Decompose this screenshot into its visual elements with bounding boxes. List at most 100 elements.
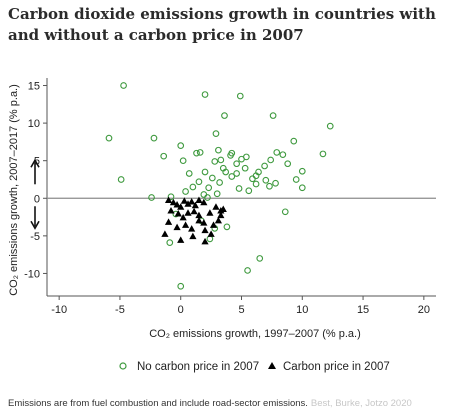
data-point-no-carbon-price bbox=[216, 179, 223, 186]
y-axis-label: CO₂ emissions growth, 2007–2017 (% p.a.) bbox=[8, 84, 20, 296]
data-point-no-carbon-price bbox=[290, 137, 298, 145]
data-point-no-carbon-price bbox=[269, 112, 277, 119]
x-tick-label: 20 bbox=[418, 304, 430, 316]
data-point-carbon-price bbox=[164, 218, 173, 225]
data-point-no-carbon-price bbox=[105, 134, 113, 142]
data-point-no-carbon-price bbox=[279, 151, 287, 159]
data-point-carbon-price bbox=[201, 226, 209, 234]
data-point-carbon-price bbox=[200, 198, 208, 206]
data-point-no-carbon-price bbox=[245, 187, 253, 195]
data-point-carbon-price bbox=[195, 216, 203, 224]
data-point-no-carbon-price bbox=[201, 168, 209, 176]
data-point-no-carbon-price bbox=[167, 193, 175, 201]
data-point-carbon-price bbox=[189, 232, 197, 240]
data-point-carbon-price bbox=[188, 198, 196, 205]
legend-marker-carbon-price bbox=[268, 362, 276, 369]
data-point-carbon-price bbox=[191, 201, 199, 209]
data-point-no-carbon-price bbox=[266, 182, 273, 190]
data-point-no-carbon-price bbox=[273, 149, 281, 156]
x-axis-label: CO₂ emissions growth, 1997–2007 (% p.a.) bbox=[149, 328, 361, 340]
data-point-no-carbon-price bbox=[200, 191, 208, 198]
data-point-no-carbon-price bbox=[185, 170, 193, 177]
data-point-no-carbon-price bbox=[196, 149, 204, 156]
data-point-carbon-price bbox=[212, 203, 220, 210]
x-tick-label: 10 bbox=[296, 304, 308, 316]
data-point-no-carbon-price bbox=[298, 184, 306, 192]
data-point-no-carbon-price bbox=[244, 267, 251, 274]
data-point-no-carbon-price bbox=[228, 173, 236, 180]
data-point-no-carbon-price bbox=[189, 183, 197, 191]
data-point-no-carbon-price bbox=[233, 170, 240, 177]
data-point-no-carbon-price bbox=[261, 162, 268, 170]
data-point-carbon-price bbox=[181, 221, 190, 228]
data-point-carbon-price bbox=[201, 237, 209, 245]
data-point-no-carbon-price bbox=[182, 188, 189, 195]
data-point-carbon-price bbox=[173, 201, 181, 208]
y-tick-label: 0 bbox=[34, 193, 40, 205]
data-point-no-carbon-price bbox=[272, 179, 279, 187]
data-point-no-carbon-price bbox=[252, 180, 260, 188]
data-point-no-carbon-price bbox=[221, 112, 228, 119]
x-tick-label: 5 bbox=[238, 304, 244, 316]
data-point-no-carbon-price bbox=[319, 150, 327, 158]
data-point-no-carbon-price bbox=[213, 190, 221, 198]
data-point-carbon-price bbox=[179, 213, 187, 221]
y-tick-label: 5 bbox=[34, 156, 40, 168]
y-tick-label: 10 bbox=[28, 118, 40, 130]
data-point-no-carbon-price bbox=[204, 194, 211, 201]
source-text: Emissions are from fuel combustion and i… bbox=[8, 398, 308, 409]
data-point-carbon-price bbox=[195, 211, 203, 219]
data-point-no-carbon-price bbox=[150, 134, 158, 142]
x-tick-label: -10 bbox=[51, 304, 67, 316]
data-point-no-carbon-price bbox=[267, 156, 275, 164]
data-point-carbon-price bbox=[219, 205, 227, 213]
data-point-carbon-price bbox=[167, 207, 175, 214]
data-point-carbon-price bbox=[177, 203, 185, 210]
data-point-no-carbon-price bbox=[179, 157, 187, 165]
data-point-no-carbon-price bbox=[205, 184, 213, 192]
data-point-no-carbon-price bbox=[249, 175, 256, 183]
x-tick-label: -5 bbox=[115, 304, 125, 316]
axes-layer: -10 -5 0 5 10 15 20 -10 -5 0 5 10 15 bbox=[24, 78, 436, 316]
data-point-no-carbon-price bbox=[236, 92, 244, 100]
data-point-no-carbon-price bbox=[201, 91, 209, 98]
data-point-no-carbon-price bbox=[215, 146, 222, 154]
data-point-carbon-price bbox=[161, 230, 169, 237]
data-point-no-carbon-price bbox=[195, 178, 203, 186]
data-point-carbon-price bbox=[190, 207, 198, 215]
data-point-carbon-price bbox=[173, 223, 181, 231]
data-point-no-carbon-price bbox=[222, 168, 230, 176]
data-point-carbon-price bbox=[174, 210, 182, 217]
data-point-no-carbon-price bbox=[117, 176, 125, 183]
data-point-no-carbon-price bbox=[233, 160, 240, 168]
data-point-carbon-price bbox=[214, 216, 223, 224]
scatter-chart: -10 -5 0 5 10 15 20 -10 -5 0 5 10 15 CO₂ emissions g… bbox=[8, 78, 436, 373]
data-point-carbon-price bbox=[195, 196, 203, 204]
data-point-no-carbon-price bbox=[166, 239, 174, 246]
data-point-no-carbon-price bbox=[326, 122, 334, 130]
data-point-no-carbon-price bbox=[292, 176, 300, 183]
data-point-no-carbon-price bbox=[252, 172, 260, 180]
data-point-no-carbon-price bbox=[256, 255, 264, 262]
data-point-carbon-price bbox=[164, 196, 173, 204]
data-point-carbon-price bbox=[184, 209, 192, 216]
data-point-no-carbon-price bbox=[193, 149, 200, 157]
data-point-carbon-price bbox=[169, 198, 178, 206]
data-point-carbon-price bbox=[207, 230, 215, 237]
data-point-no-carbon-price bbox=[298, 167, 306, 175]
data-point-carbon-price bbox=[217, 211, 225, 219]
up-arrow-head-icon bbox=[30, 158, 40, 168]
down-arrow-head-icon bbox=[30, 220, 40, 230]
data-point-no-carbon-price bbox=[228, 149, 236, 157]
y-tick-label: -5 bbox=[30, 231, 40, 243]
legend-label-no-carbon-price: No carbon price in 2007 bbox=[137, 361, 259, 373]
data-point-no-carbon-price bbox=[208, 174, 216, 182]
data-point-no-carbon-price bbox=[284, 160, 292, 168]
data-point-no-carbon-price bbox=[120, 82, 127, 89]
legend: No carbon price in 2007 Carbon price in … bbox=[119, 361, 390, 373]
data-point-no-carbon-price bbox=[223, 223, 231, 231]
data-point-no-carbon-price bbox=[241, 164, 249, 172]
x-tick-label: 0 bbox=[178, 304, 184, 316]
source-note: Emissions are from fuel combustion and i… bbox=[8, 398, 458, 409]
data-point-carbon-price bbox=[177, 236, 185, 243]
